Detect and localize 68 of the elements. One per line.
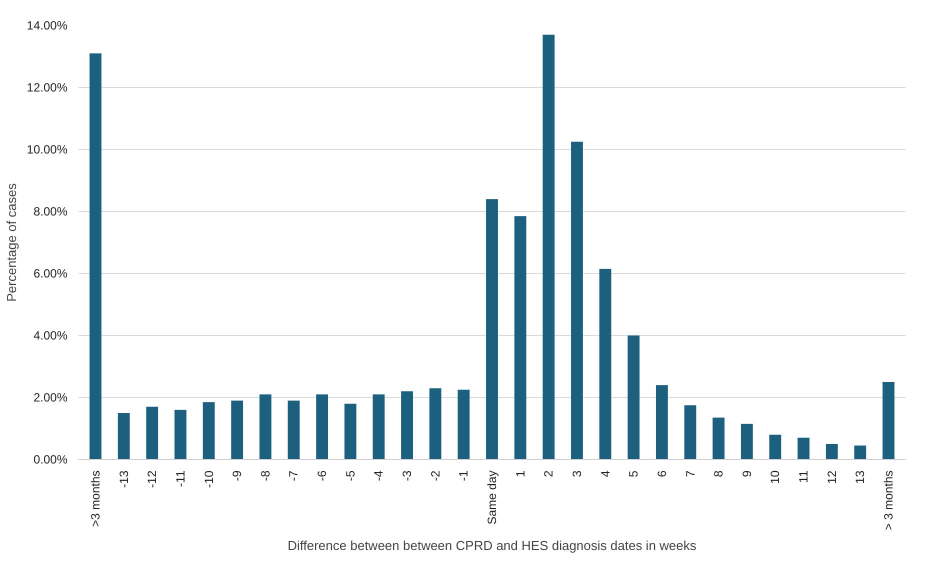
x-tick-label: -6 [315, 470, 330, 482]
x-tick-label: >3 months [88, 470, 102, 527]
bar [628, 336, 640, 460]
x-tick-label: 13 [853, 470, 868, 484]
bar [259, 394, 272, 460]
x-tick-label: -4 [372, 470, 386, 482]
bar [740, 424, 753, 460]
bar [514, 216, 526, 460]
x-tick-label: 2 [542, 470, 556, 478]
bar [458, 390, 470, 460]
y-tick-label: 12.00% [26, 80, 68, 94]
y-tick-label: 6.00% [33, 266, 68, 280]
x-tick-label: -13 [116, 470, 131, 488]
x-tick-label: -3 [400, 470, 414, 482]
x-tick-label: 1 [513, 470, 528, 478]
x-tick-label: -2 [428, 470, 442, 482]
bar [769, 434, 782, 460]
x-tick-label: 7 [683, 470, 698, 478]
y-tick-label: 4.00% [33, 328, 68, 342]
x-tick-label: -9 [230, 470, 244, 482]
x-tick-label: Same day [485, 470, 499, 525]
bar [712, 418, 725, 460]
x-tick-label: 10 [768, 470, 782, 484]
x-tick-label: 4 [598, 470, 612, 478]
x-tick-label: 12 [824, 470, 839, 484]
bar [429, 388, 442, 460]
bar [656, 385, 668, 460]
x-tick-label: -10 [202, 470, 216, 488]
bar [202, 402, 215, 460]
bar [826, 444, 838, 460]
y-tick-label: 8.00% [33, 204, 68, 218]
bar [174, 410, 186, 460]
bar [118, 413, 130, 460]
x-tick-label: > 3 months [882, 470, 896, 530]
bar [146, 406, 158, 460]
x-tick-label: 5 [626, 470, 641, 478]
bar [542, 34, 555, 460]
y-tick-label: 14.00% [26, 18, 68, 32]
y-tick-label: 10.00% [26, 142, 68, 156]
y-tick-label: 2.00% [33, 390, 68, 404]
bar [372, 394, 385, 460]
bar [288, 400, 300, 460]
bar [231, 400, 244, 460]
x-tick-label: 9 [740, 470, 754, 478]
x-tick-label: 6 [654, 470, 669, 478]
bar [90, 53, 102, 460]
bar [684, 405, 696, 460]
x-axis-title: Difference between between CPRD and HES diagnosis dates in weeks [288, 538, 697, 554]
x-tick-label: -5 [343, 470, 358, 482]
x-tick-label: 8 [712, 470, 726, 478]
bar [798, 438, 810, 460]
x-tick-label: 11 [796, 470, 811, 483]
bar [316, 394, 328, 460]
x-tick-label: -12 [145, 470, 160, 488]
bar [401, 391, 413, 460]
x-tick-label: -8 [258, 470, 272, 482]
bar [882, 382, 894, 460]
x-tick-label: 3 [570, 470, 584, 478]
bar [486, 199, 498, 460]
bar [344, 404, 356, 460]
bar [571, 142, 583, 460]
x-tick-label: -11 [173, 470, 188, 487]
bar [599, 268, 612, 460]
y-tick-label: 0.00% [33, 452, 68, 466]
x-tick-label: -1 [456, 470, 471, 482]
x-tick-label: -7 [286, 470, 301, 482]
bar [854, 446, 866, 460]
y-axis-title: Percentage of cases [4, 182, 19, 302]
